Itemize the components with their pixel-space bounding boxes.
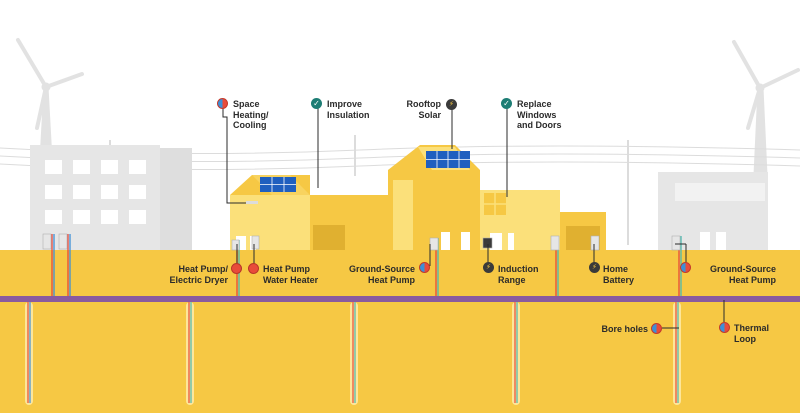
ground-surface <box>0 250 800 296</box>
label-space-heating-cooling: Space Heating/ Cooling <box>233 99 269 130</box>
label-replace-windows-doors: Replace Windows and Doors <box>517 99 562 130</box>
house-3 <box>388 145 480 251</box>
hot-cold-icon <box>217 98 228 109</box>
borehole <box>673 302 681 405</box>
wind-turbine-left <box>16 38 84 161</box>
wind-turbine-right <box>732 40 800 176</box>
ground-subsurface <box>0 302 800 413</box>
hot-cold-icon <box>719 322 730 333</box>
label-bore-holes: Bore holes <box>601 324 648 334</box>
label-improve-insulation: Improve Insulation <box>327 99 370 120</box>
flame-icon <box>248 263 259 274</box>
house-4 <box>480 172 560 251</box>
appliance-units <box>42 233 681 251</box>
house-1 <box>230 175 310 251</box>
label-ground-source-heat-pump-right: Ground-Source Heat Pump <box>709 264 776 285</box>
check-icon: ✓ <box>311 98 322 109</box>
label-thermal-loop: Thermal Loop <box>734 323 770 344</box>
hot-cold-icon <box>419 262 430 273</box>
label-induction-range: Induction Range <box>498 264 539 285</box>
check-icon: ✓ <box>501 98 512 109</box>
borehole <box>350 302 358 405</box>
label-home-battery: Home Battery <box>603 264 635 285</box>
label-heat-pump-dryer: Heat Pump/ Electric Dryer <box>169 264 228 285</box>
borehole <box>25 302 33 405</box>
lightning-bolt-icon: ⚡ <box>589 262 600 273</box>
label-ground-source-heat-pump-left: Ground-Source Heat Pump <box>348 264 415 285</box>
hot-cold-icon <box>680 262 691 273</box>
lightning-bolt-icon: ⚡ <box>483 262 494 273</box>
flame-icon <box>231 263 242 274</box>
hot-cold-icon <box>651 323 662 334</box>
borehole <box>186 302 194 405</box>
lightning-bolt-icon: ⚡ <box>446 99 457 110</box>
thermal-loop-pipe <box>0 296 800 302</box>
apartment-building-left <box>30 145 192 250</box>
label-heat-pump-water-heater: Heat Pump Water Heater <box>263 264 319 285</box>
borehole <box>512 302 520 405</box>
label-rooftop-solar: Rooftop Solar <box>406 99 441 120</box>
house-2 <box>310 176 388 251</box>
